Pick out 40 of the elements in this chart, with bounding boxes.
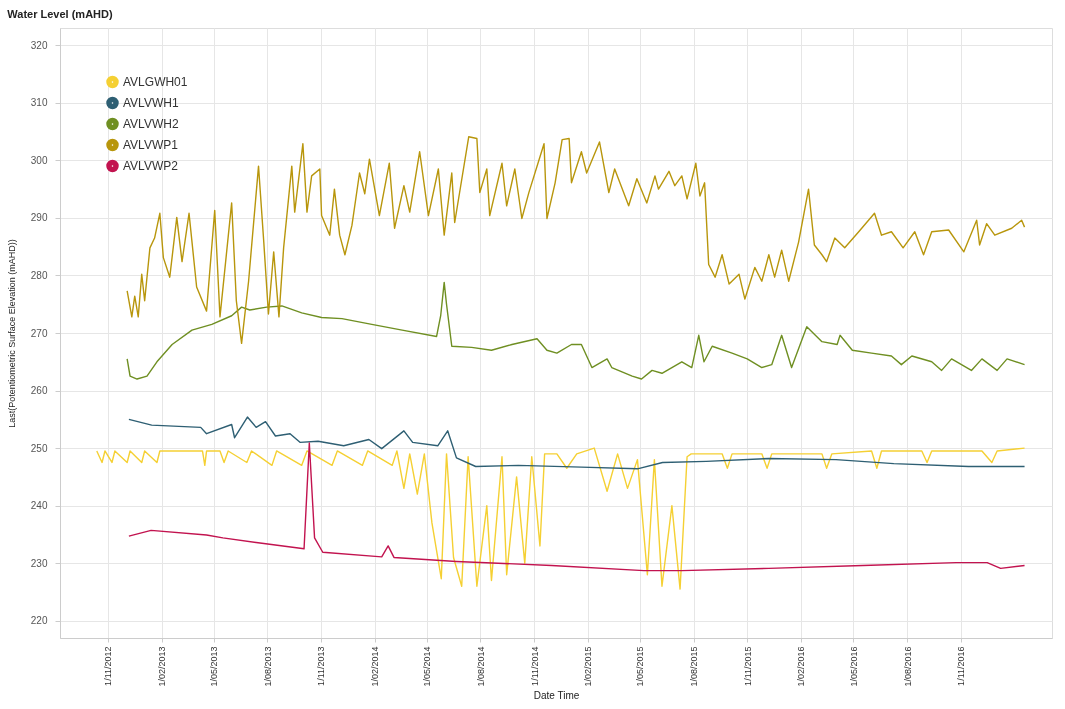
legend-label: AVLVWH1 [123, 96, 179, 110]
x-tick-label: 1/08/2016 [902, 646, 913, 687]
x-tick-label: 1/02/2014 [370, 646, 381, 687]
x-tick-label: 1/02/2016 [796, 646, 807, 687]
line-series [128, 416, 1026, 470]
x-tick-label: 1/11/2013 [316, 646, 327, 686]
y-tick-label: 320 [30, 39, 48, 51]
y-tick-label: 290 [30, 212, 48, 224]
x-tick-label: 1/11/2016 [956, 646, 967, 686]
legend-label: AVLGWH01 [123, 75, 188, 89]
line-series [126, 281, 1026, 380]
y-tick-label: 270 [30, 327, 48, 339]
y-tick-label: 280 [30, 269, 48, 281]
x-tick-label: 1/11/2012 [103, 646, 114, 686]
x-tick-label: 1/05/2014 [422, 646, 433, 687]
y-tick-label: 220 [30, 615, 48, 627]
legend-label: AVLVWP1 [123, 138, 179, 152]
line-series [96, 447, 1026, 590]
x-tick-label: 1/11/2015 [742, 646, 753, 686]
x-tick-label: 1/02/2013 [157, 646, 168, 687]
y-axis-title: Last(Potentiometric Surface Elevation (mAHD)) [6, 239, 17, 428]
x-axis-title: Date Time [533, 689, 580, 701]
x-tick-label: 1/05/2015 [635, 646, 646, 687]
y-tick-label: 310 [30, 97, 48, 109]
y-tick-label: 260 [30, 385, 48, 397]
x-tick-label: 1/08/2013 [262, 646, 273, 687]
y-tick-label: 250 [30, 442, 48, 454]
legend-label: AVLVWH2 [123, 117, 179, 131]
x-tick-label: 1/05/2016 [848, 646, 859, 687]
x-tick-label: 1/08/2014 [475, 646, 486, 687]
x-tick-label: 1/11/2014 [529, 646, 540, 686]
chart-title: Water Level (mAHD) [7, 8, 113, 20]
legend-label: AVLVWP2 [123, 159, 179, 173]
y-tick-label: 230 [30, 557, 48, 569]
y-tick-label: 240 [30, 500, 48, 512]
x-tick-label: 1/05/2013 [209, 646, 220, 687]
y-tick-label: 300 [30, 154, 48, 166]
x-tick-label: 1/02/2015 [583, 646, 594, 687]
line-series [128, 442, 1026, 572]
x-tick-label: 1/08/2015 [689, 646, 699, 687]
